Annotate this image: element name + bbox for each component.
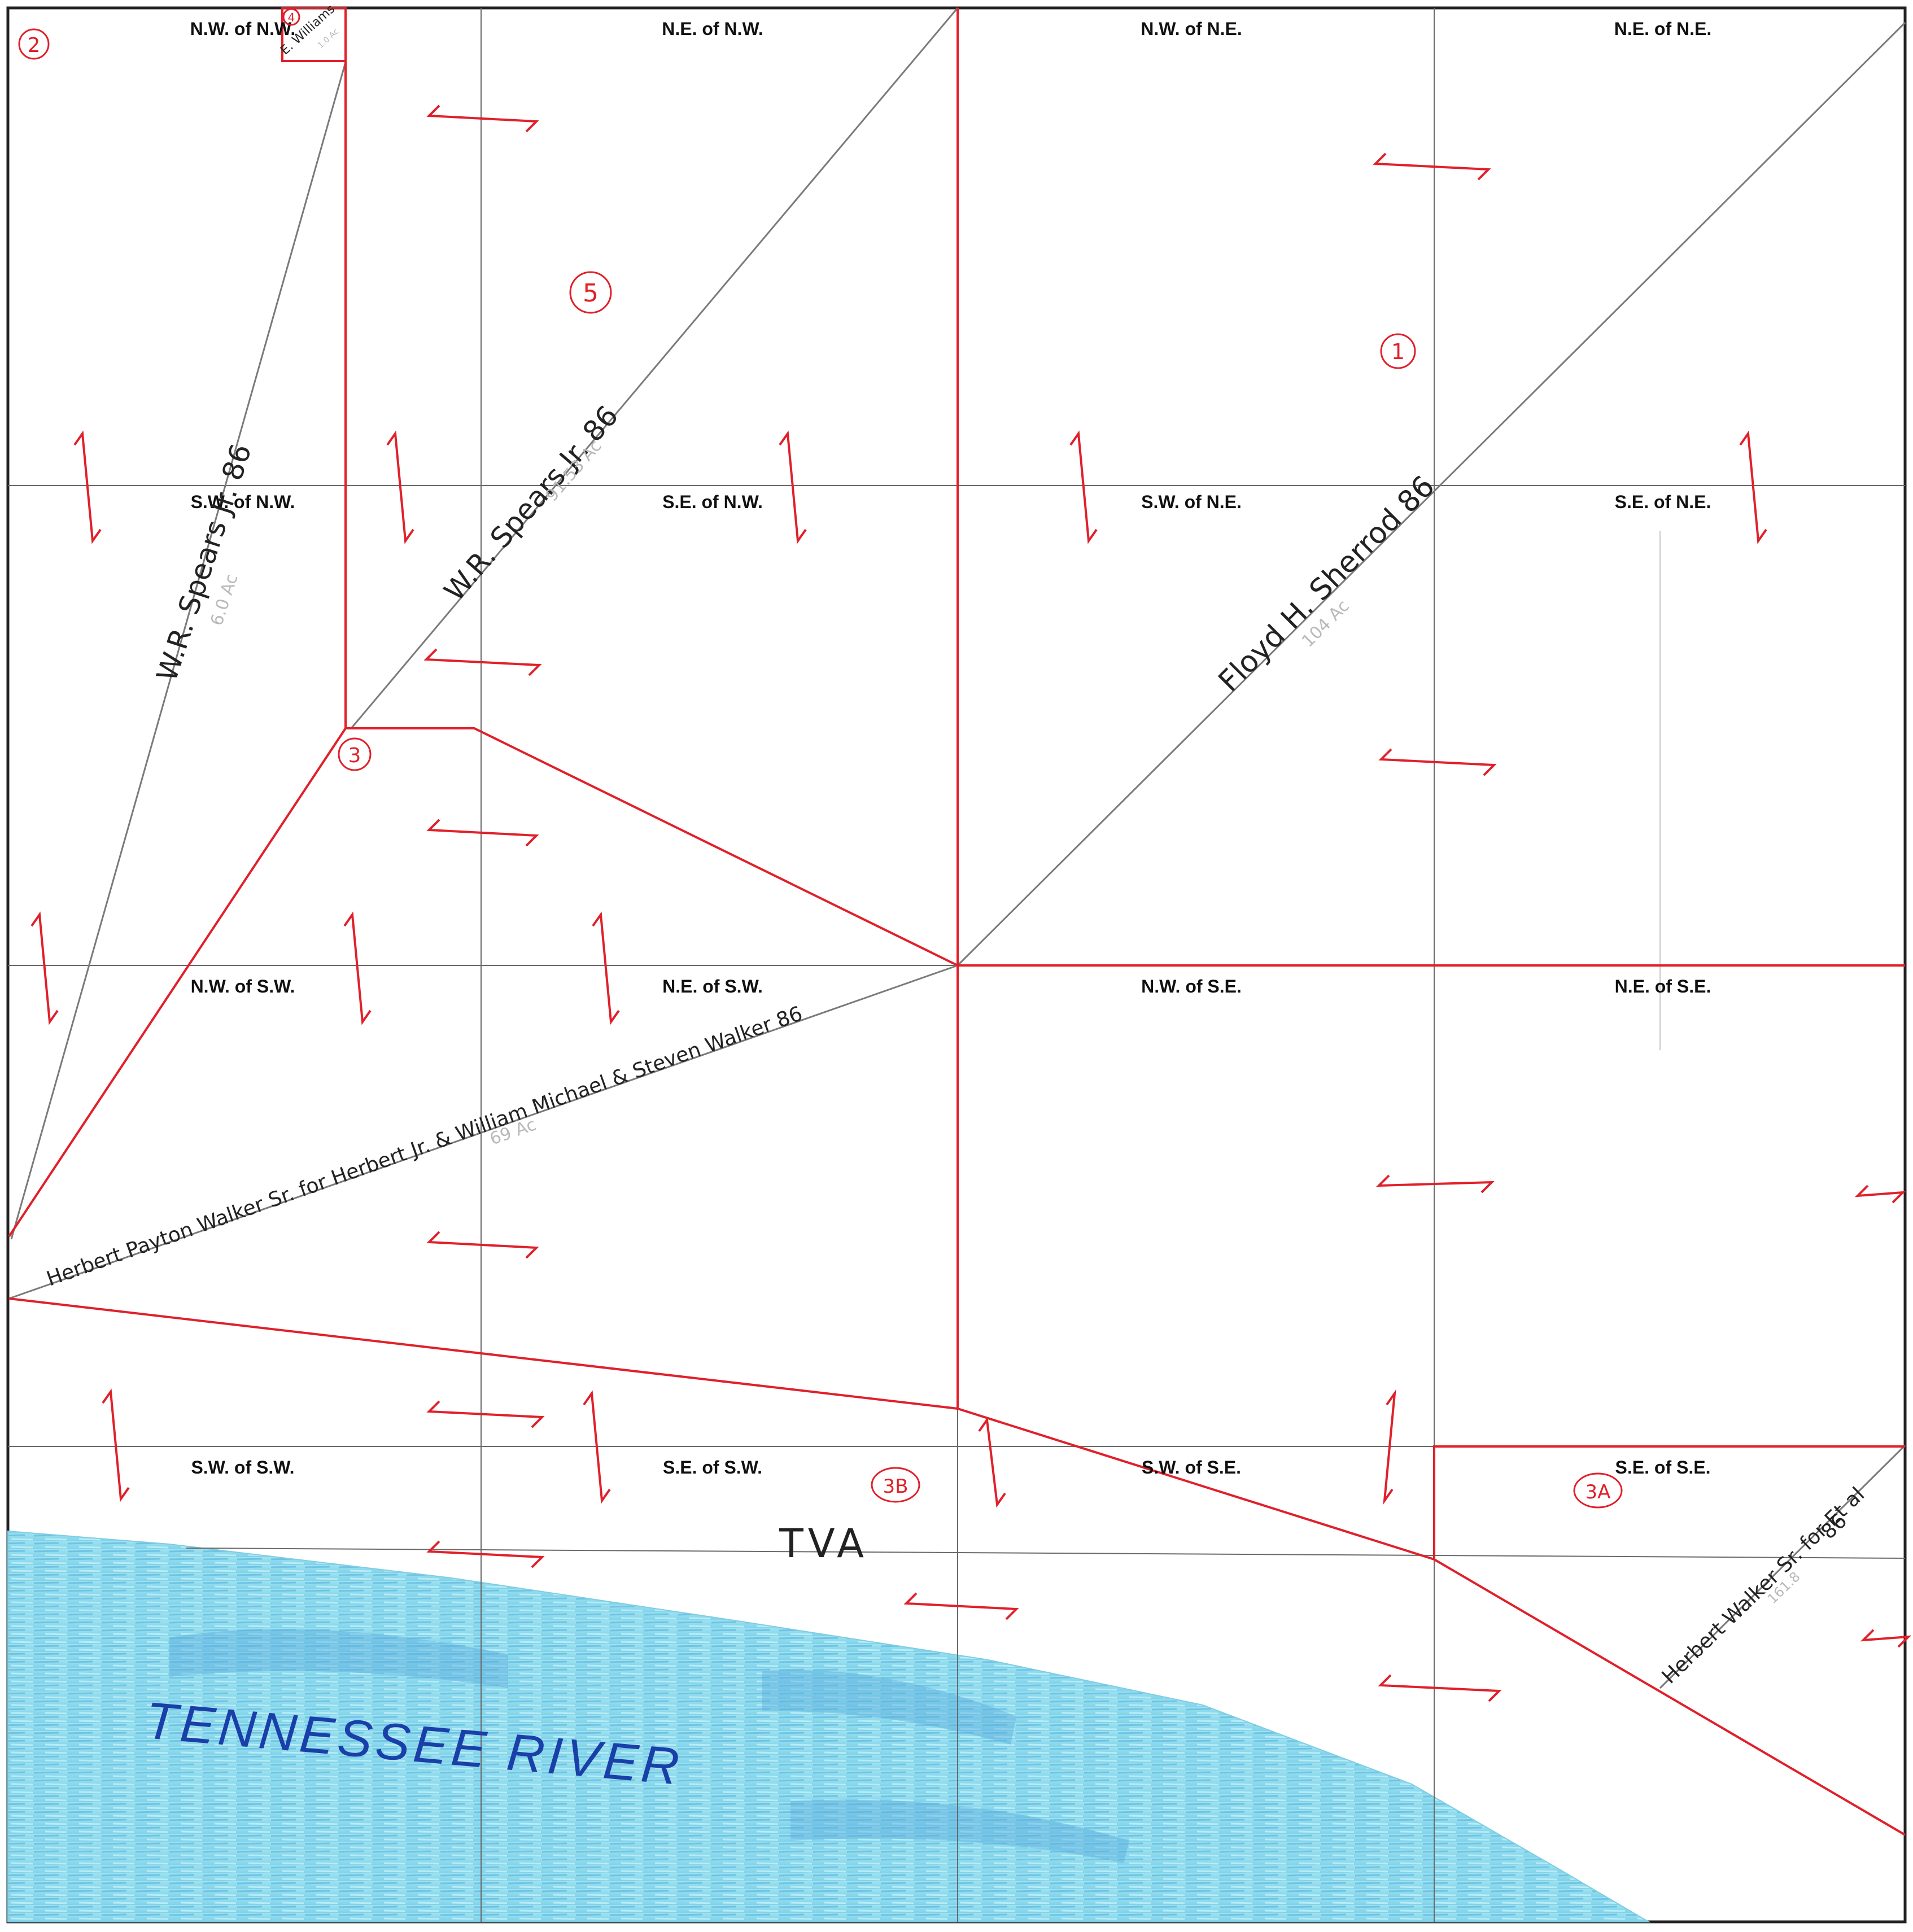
red-arrow [779, 430, 807, 544]
red-arrow [30, 911, 59, 1025]
red-arrow [73, 430, 102, 544]
quarter-label: S.W. of S.E. [1142, 1457, 1241, 1478]
red-arrow [1376, 1174, 1495, 1194]
red-arrow [426, 104, 539, 133]
quarter-label: N.E. of N.E. [1614, 19, 1711, 39]
red-arrow [1378, 748, 1497, 776]
quarter-label: N.W. of S.E. [1141, 976, 1242, 996]
lot-3b-number: 3B [883, 1475, 909, 1498]
red-arrow [592, 911, 620, 1025]
lot-3-number: 3 [348, 744, 361, 767]
lot-5-number: 5 [583, 279, 599, 308]
quarter-label: N.E. of S.E. [1615, 976, 1711, 996]
quarter-label: N.E. of S.W. [662, 976, 763, 996]
quarter-label: N.W. of N.E. [1141, 19, 1242, 39]
red-arrow [903, 1592, 1019, 1620]
tennessee-river-water [7, 1530, 1651, 1922]
red-arrow [343, 911, 372, 1025]
lot-3a-number: 3A [1586, 1481, 1611, 1503]
red-arrow [1854, 1184, 1906, 1204]
lot-numbers: 2 4 5 1 3 3B 3A [18, 8, 1623, 1509]
lot-3b-circle [871, 1467, 920, 1503]
lot-1-number: 1 [1391, 339, 1405, 364]
red-arrow [978, 1417, 1006, 1508]
quarter-label: N.W. of S.W. [191, 976, 295, 996]
red-arrow [1069, 430, 1098, 544]
lot-1-circle [1380, 333, 1416, 369]
red-boundary-lines [8, 7, 1906, 1836]
red-arrow [1373, 152, 1491, 181]
red-arrow [426, 1231, 539, 1259]
lot-4-circle [282, 8, 300, 26]
red-arrow [1739, 430, 1767, 544]
red-arrows [30, 104, 1912, 1702]
quarter-label: S.W. of S.W. [191, 1457, 294, 1478]
quarter-label: S.E. of N.W. [662, 492, 763, 512]
red-arrow [102, 1388, 130, 1502]
lot-3-circle [338, 737, 372, 771]
quarter-labels: N.W. of N.W. N.E. of N.W. N.W. of N.E. N.E.… [190, 19, 1712, 1478]
red-arrow [1860, 1629, 1912, 1648]
quarter-label: S.W. of N.E. [1141, 492, 1242, 512]
red-arrow [1383, 1389, 1396, 1505]
red-arrow [426, 819, 539, 847]
quarter-label: N.E. of N.W. [662, 19, 763, 39]
quarter-label: S.E. of S.E. [1615, 1457, 1711, 1478]
quarter-label: S.E. of S.W. [663, 1457, 762, 1478]
red-arrow [426, 1400, 545, 1428]
lot-2-number: 2 [28, 34, 41, 57]
lot-2-circle [18, 28, 50, 60]
lot-3a-circle [1573, 1472, 1623, 1509]
river-dark-patches [169, 1629, 1129, 1863]
quarter-label: S.E. of N.E. [1615, 492, 1711, 512]
quarter-label: N.W. of N.W. [190, 19, 296, 39]
parcel-pencil-lines [8, 7, 1906, 1689]
quarter-label: S.W. of N.W. [191, 492, 295, 512]
lot-5-circle [569, 271, 612, 314]
red-arrow [1378, 1674, 1502, 1702]
lot-4-number: 4 [288, 11, 295, 24]
red-arrow [386, 430, 414, 544]
tva-label: TVA [779, 1520, 868, 1567]
red-arrow [426, 1540, 545, 1568]
red-arrow [423, 648, 542, 676]
red-arrow [583, 1390, 611, 1504]
